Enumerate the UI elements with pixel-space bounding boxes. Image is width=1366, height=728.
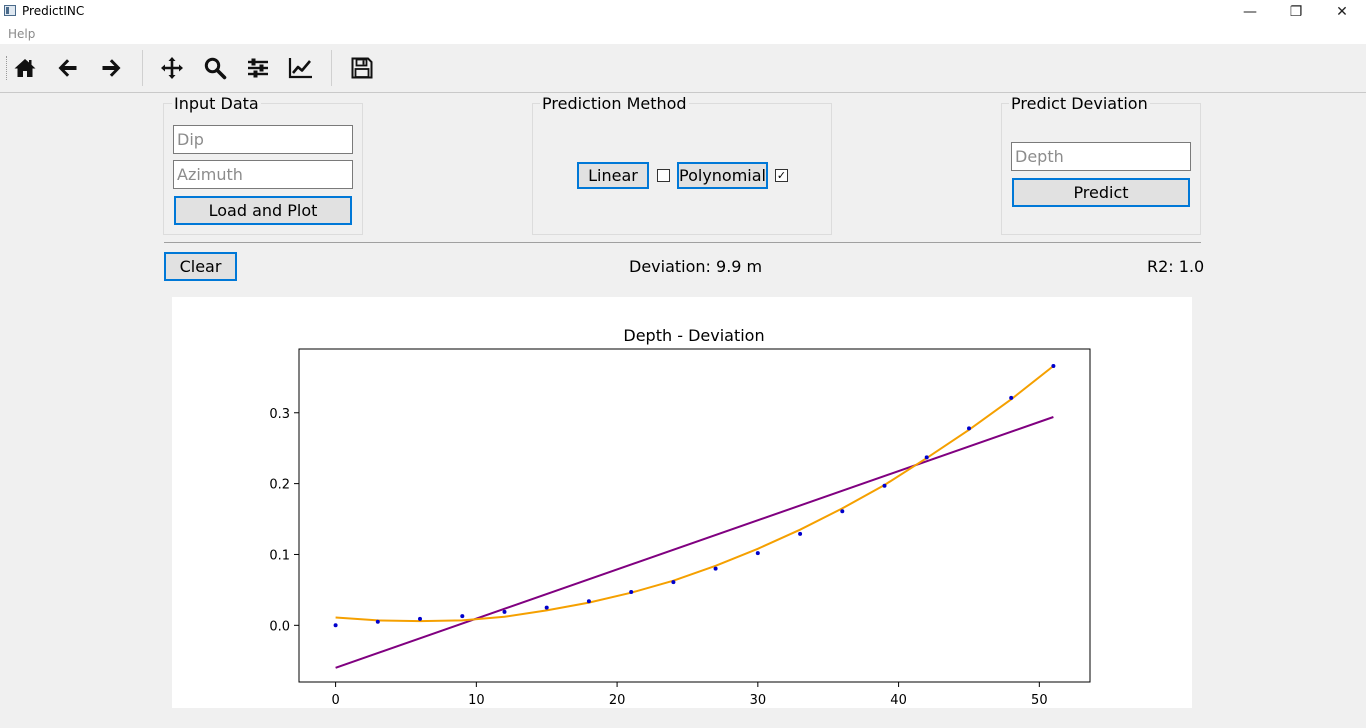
data-point [671,580,676,585]
depth-input[interactable] [1011,142,1191,171]
zoom-magnifier-icon [204,57,227,80]
toolbar-separator [331,50,332,86]
data-point [375,619,380,624]
data-point [418,616,422,621]
minimize-button[interactable]: — [1227,0,1273,24]
y-tick-label: 0.1 [269,548,290,563]
deviation-readout: Deviation: 9.9 m [629,257,763,276]
data-point [967,426,971,431]
data-point [1009,395,1014,400]
toolbar [0,44,1366,93]
home-button[interactable] [11,54,39,82]
data-point [333,623,338,628]
forward-arrow-icon [102,59,121,77]
data-point [798,531,803,536]
toolbar-separator [142,50,143,86]
minimize-icon: — [1243,4,1257,20]
toolbar-grip[interactable] [6,56,9,80]
restore-button[interactable]: ❐ [1273,0,1319,24]
load-and-plot-button[interactable]: Load and Plot [174,196,352,225]
back-arrow-icon [58,59,77,77]
axes-edit-icon [288,58,312,79]
close-button[interactable]: ✕ [1319,0,1365,24]
menu-help[interactable]: Help [8,27,36,41]
x-tick-label: 30 [750,693,767,708]
chart-title: Depth - Deviation [623,326,764,345]
data-point [882,483,887,488]
depth-deviation-chart: Depth - Deviation 0 10 20 30 40 50 0.0 0.1 0.2 0… [269,326,1091,708]
azimuth-input[interactable] [173,160,353,189]
input-data-group [163,103,363,235]
restore-icon: ❐ [1289,4,1303,20]
series-line-1 [335,416,1054,669]
divider [164,242,1201,243]
y-tick-label: 0.2 [269,478,290,493]
data-point [460,614,465,619]
checkmark-icon: ✓ [776,169,787,182]
pan-button[interactable] [158,54,186,82]
forward-button[interactable] [97,54,125,82]
series-line-2 [335,365,1055,623]
plot-canvas[interactable]: Depth - Deviation 0 10 20 30 40 50 0.0 0.1 0.2 0… [172,297,1192,708]
pan-move-icon [161,57,183,79]
r2-readout: R2: 1.0 [1147,257,1205,276]
close-icon: ✕ [1336,4,1348,20]
home-icon [14,59,36,77]
app-icon [4,5,16,16]
title-bar: PredictINC — ❐ ✕ [0,0,1366,24]
data-point [1051,364,1056,368]
dip-input[interactable] [173,125,353,154]
x-tick-label: 40 [890,693,907,708]
configure-subplots-button[interactable] [244,54,272,82]
data-point [502,609,507,614]
clear-button[interactable]: Clear [164,252,237,281]
window-title: PredictINC [22,4,85,18]
linear-checkbox[interactable] [657,169,670,182]
x-tick-label: 0 [331,693,339,708]
predict-button[interactable]: Predict [1012,178,1190,207]
data-point [586,599,591,604]
data-point [544,605,549,610]
x-tick-label: 10 [468,693,485,708]
y-tick-label: 0.0 [269,619,290,634]
save-button[interactable] [348,54,376,82]
zoom-button[interactable] [201,54,229,82]
data-point [755,551,760,556]
subplots-config-icon [248,58,268,78]
x-tick-label: 50 [1031,693,1048,708]
edit-axes-button[interactable] [287,54,315,82]
linear-button[interactable]: Linear [577,162,649,189]
data-point [629,590,634,594]
menu-bar: Help [0,24,1366,44]
data-point [924,455,929,460]
save-disk-icon [351,57,373,79]
plot-frame [298,348,1091,683]
prediction-method-title: Prediction Method [540,94,689,113]
data-point [713,566,718,571]
back-button[interactable] [54,54,82,82]
input-data-title: Input Data [172,94,261,113]
data-point [840,509,845,514]
predict-deviation-title: Predict Deviation [1009,94,1150,113]
polynomial-button[interactable]: Polynomial [677,162,768,189]
y-tick-label: 0.3 [269,407,290,422]
polynomial-checkbox[interactable]: ✓ [775,169,788,182]
x-tick-label: 20 [609,693,626,708]
